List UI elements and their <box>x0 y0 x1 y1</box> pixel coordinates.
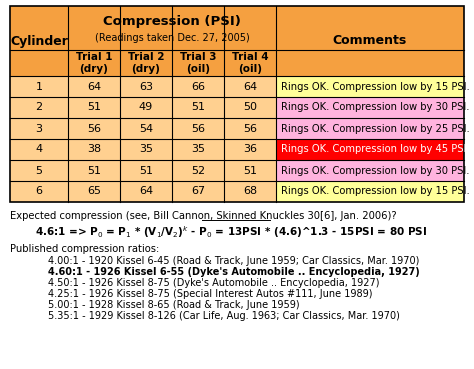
Text: 51: 51 <box>87 103 101 113</box>
Text: 51: 51 <box>243 166 257 176</box>
Text: Published compression ratios:: Published compression ratios: <box>10 244 159 254</box>
Bar <box>276 139 464 160</box>
Text: 63: 63 <box>139 82 153 92</box>
Bar <box>172 118 224 139</box>
Text: 5: 5 <box>36 166 43 176</box>
Text: 56: 56 <box>191 124 205 134</box>
Bar <box>10 97 68 118</box>
Bar <box>68 181 120 202</box>
Bar <box>68 139 120 160</box>
Text: 4.00:1 - 1920 Kissel 6-45 (Road & Track, June 1959; Car Classics, Mar. 1970): 4.00:1 - 1920 Kissel 6-45 (Road & Track,… <box>48 256 419 266</box>
Text: 4.50:1 - 1926 Kissel 8-75 (Dyke's Automobile .. Encyclopedia, 1927): 4.50:1 - 1926 Kissel 8-75 (Dyke's Automo… <box>48 278 380 288</box>
Bar <box>276 97 464 118</box>
Text: Rings OK. Compression low by 25 PSI.: Rings OK. Compression low by 25 PSI. <box>281 124 470 134</box>
Bar <box>10 181 68 202</box>
Text: 56: 56 <box>87 124 101 134</box>
Text: 67: 67 <box>191 186 205 197</box>
Bar <box>172 97 224 118</box>
Bar <box>120 118 172 139</box>
Text: 36: 36 <box>243 145 257 155</box>
Text: 5.00:1 - 1928 Kissel 8-65 (Road & Track, June 1959): 5.00:1 - 1928 Kissel 8-65 (Road & Track,… <box>48 300 300 310</box>
Bar <box>10 50 464 76</box>
Text: 1: 1 <box>36 82 43 92</box>
Bar <box>276 118 464 139</box>
Bar <box>172 139 224 160</box>
Text: Expected compression (see, Bill Cannon, Skinned Knuckles 30[6], Jan. 2006)?: Expected compression (see, Bill Cannon, … <box>10 211 397 221</box>
Bar <box>172 181 224 202</box>
Text: 4: 4 <box>36 145 43 155</box>
Text: 3: 3 <box>36 124 43 134</box>
Text: Rings OK. Compression low by 15 PSI.: Rings OK. Compression low by 15 PSI. <box>281 186 470 197</box>
Text: 50: 50 <box>243 103 257 113</box>
Text: Trial 4
(oil): Trial 4 (oil) <box>232 52 268 74</box>
Bar <box>10 76 68 97</box>
Text: 5.35:1 - 1929 Kissel 8-126 (Car Life, Aug. 1963; Car Classics, Mar. 1970): 5.35:1 - 1929 Kissel 8-126 (Car Life, Au… <box>48 311 400 321</box>
Text: 35: 35 <box>191 145 205 155</box>
Text: 51: 51 <box>87 166 101 176</box>
Text: 4.25:1 - 1926 Kissel 8-75 (Special Interest Autos #111, June 1989): 4.25:1 - 1926 Kissel 8-75 (Special Inter… <box>48 289 373 299</box>
Bar <box>120 76 172 97</box>
Bar <box>120 160 172 181</box>
Text: 65: 65 <box>87 186 101 197</box>
Text: Comments: Comments <box>333 34 407 48</box>
Text: 66: 66 <box>191 82 205 92</box>
Bar <box>276 181 464 202</box>
Text: 2: 2 <box>36 103 43 113</box>
Bar <box>276 160 464 181</box>
Text: Trial 1
(dry): Trial 1 (dry) <box>76 52 112 74</box>
Text: 52: 52 <box>191 166 205 176</box>
Bar <box>172 76 224 97</box>
Bar <box>68 118 120 139</box>
Text: Cylinder: Cylinder <box>10 34 68 48</box>
Text: Compression (PSI): Compression (PSI) <box>103 15 241 28</box>
Text: 51: 51 <box>191 103 205 113</box>
Bar <box>120 139 172 160</box>
Bar <box>120 97 172 118</box>
Text: 54: 54 <box>139 124 153 134</box>
Bar <box>68 160 120 181</box>
Bar <box>10 139 68 160</box>
Bar <box>120 181 172 202</box>
Bar <box>224 181 276 202</box>
Bar <box>10 118 68 139</box>
Text: Trial 3
(oil): Trial 3 (oil) <box>180 52 216 74</box>
Bar <box>224 76 276 97</box>
Text: 64: 64 <box>139 186 153 197</box>
Text: 51: 51 <box>139 166 153 176</box>
Bar <box>224 97 276 118</box>
Bar <box>10 6 464 202</box>
Text: 49: 49 <box>139 103 153 113</box>
Text: 64: 64 <box>243 82 257 92</box>
Text: 68: 68 <box>243 186 257 197</box>
Text: Rings OK. Compression low by 30 PSI.: Rings OK. Compression low by 30 PSI. <box>281 103 470 113</box>
Bar <box>68 97 120 118</box>
Text: 6: 6 <box>36 186 43 197</box>
Text: 38: 38 <box>87 145 101 155</box>
Bar <box>10 6 464 50</box>
Text: Rings OK. Compression low by 45 PSI!: Rings OK. Compression low by 45 PSI! <box>281 145 470 155</box>
Text: 4.6:1 => P$_0$ = P$_1$ * (V$_1$/V$_2$)$^k$ - P$_0$ = 13PSI * (4.6)^1.3 - 15PSI =: 4.6:1 => P$_0$ = P$_1$ * (V$_1$/V$_2$)$^… <box>35 224 427 240</box>
Text: Rings OK. Compression low by 30 PSI.: Rings OK. Compression low by 30 PSI. <box>281 166 470 176</box>
Bar <box>276 76 464 97</box>
Text: 35: 35 <box>139 145 153 155</box>
Bar <box>172 160 224 181</box>
Bar <box>68 76 120 97</box>
Text: 56: 56 <box>243 124 257 134</box>
Text: Trial 2
(dry): Trial 2 (dry) <box>128 52 164 74</box>
Bar <box>224 160 276 181</box>
Text: (Readings taken Dec. 27, 2005): (Readings taken Dec. 27, 2005) <box>95 33 249 43</box>
Text: 64: 64 <box>87 82 101 92</box>
Bar <box>10 160 68 181</box>
Text: 4.60:1 - 1926 Kissel 6-55 (Dyke's Automobile .. Encyclopedia, 1927): 4.60:1 - 1926 Kissel 6-55 (Dyke's Automo… <box>48 267 420 277</box>
Bar <box>224 139 276 160</box>
Bar <box>224 118 276 139</box>
Text: Rings OK. Compression low by 15 PSI.: Rings OK. Compression low by 15 PSI. <box>281 82 470 92</box>
